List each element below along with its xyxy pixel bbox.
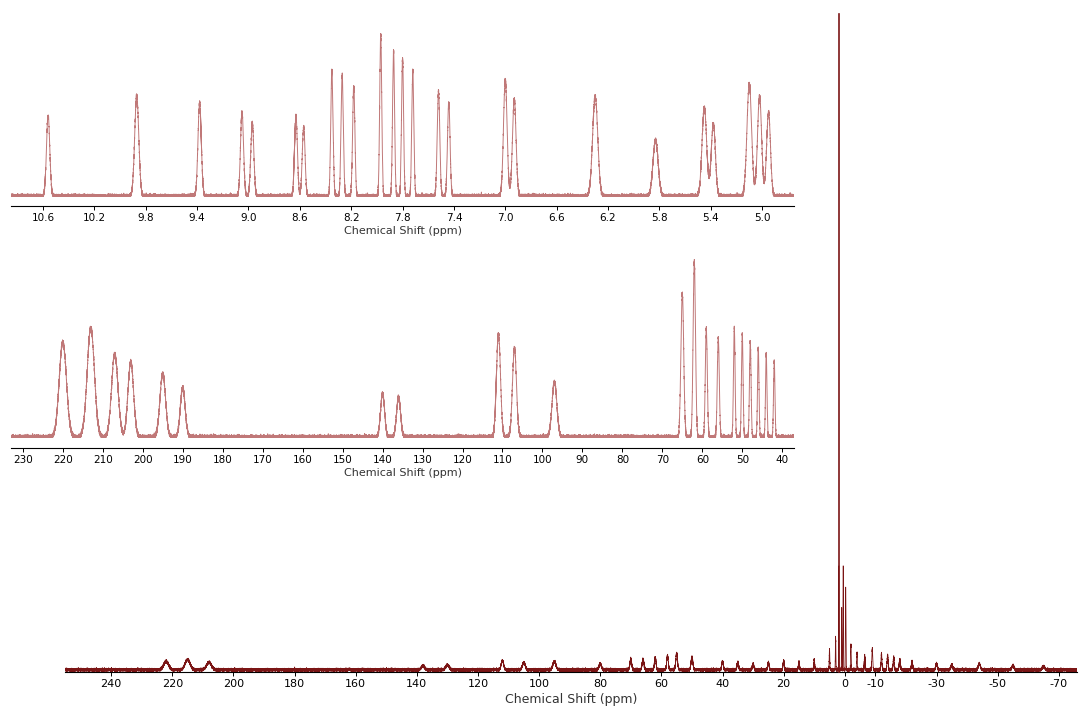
X-axis label: Chemical Shift (ppm): Chemical Shift (ppm) xyxy=(505,693,638,706)
X-axis label: Chemical Shift (ppm): Chemical Shift (ppm) xyxy=(344,468,461,478)
X-axis label: Chemical Shift (ppm): Chemical Shift (ppm) xyxy=(344,226,461,236)
